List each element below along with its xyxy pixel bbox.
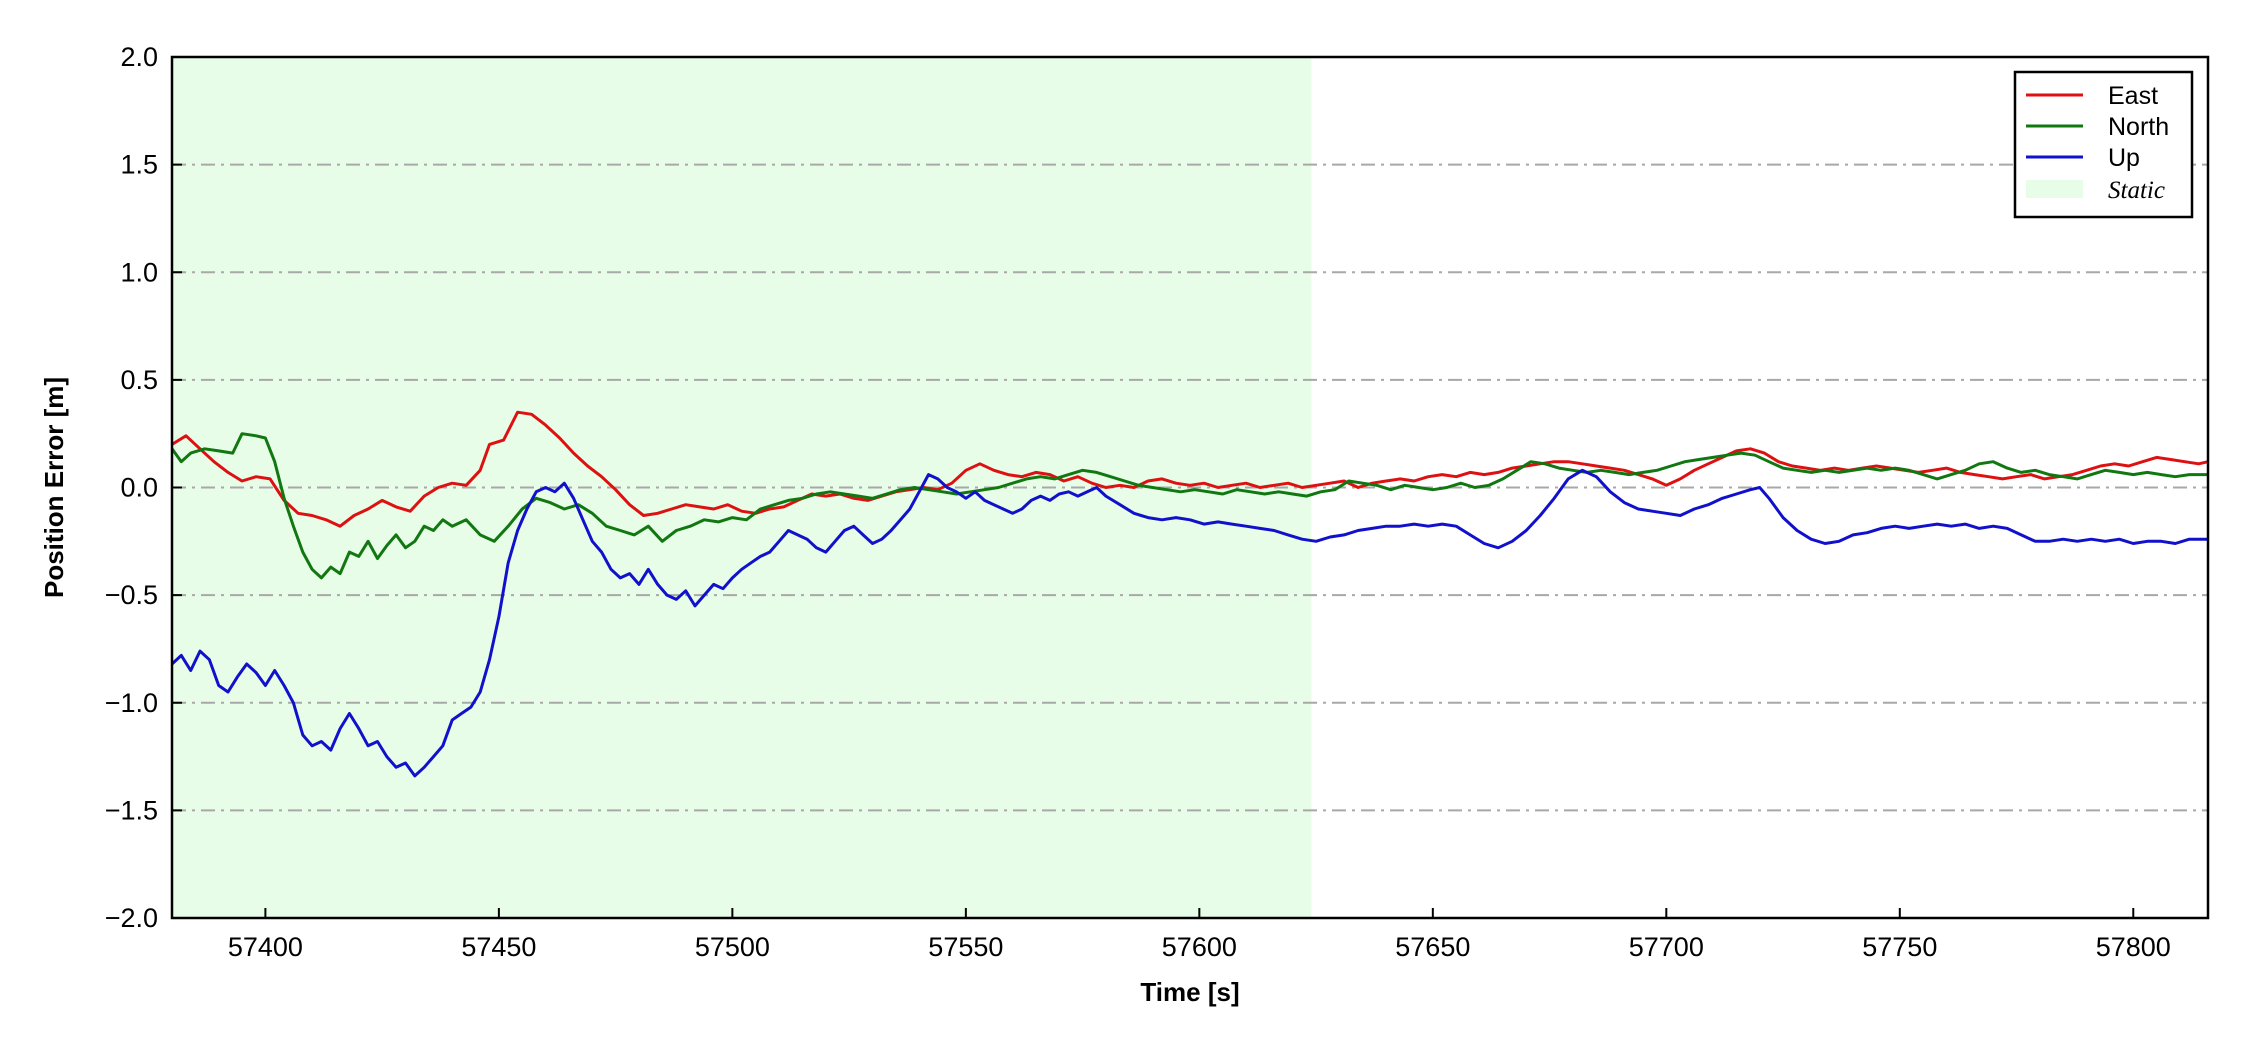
grid-layer xyxy=(172,163,2208,812)
y-tick-label-7: 1.5 xyxy=(120,150,158,180)
legend-label-static: Static xyxy=(2108,177,2165,204)
y-axis-title: Position Error [m] xyxy=(39,377,69,598)
x-tick-label-0: 57400 xyxy=(228,932,303,962)
legend-label-east: East xyxy=(2108,82,2158,110)
y-tick-label-4: 0.0 xyxy=(120,473,158,503)
series-line-east xyxy=(171,410,2209,528)
y-tick-label-6: 1.0 xyxy=(120,257,158,287)
series-line-up xyxy=(170,468,2208,778)
x-tick-label-6: 57700 xyxy=(1629,932,1704,962)
legend-label-north: North xyxy=(2108,113,2169,141)
series-line-north xyxy=(170,432,2208,580)
y-tick-label-3: −0.5 xyxy=(105,580,158,610)
x-tick-label-1: 57450 xyxy=(461,932,536,962)
y-tick-label-1: −1.5 xyxy=(105,795,158,825)
y-tick-label-5: 0.5 xyxy=(120,365,158,395)
x-tick-label-3: 57550 xyxy=(928,932,1003,962)
x-axis-title: Time [s] xyxy=(1140,977,1239,1007)
legend: East North Up Static xyxy=(2013,70,2194,219)
legend-label-up: Up xyxy=(2108,144,2140,172)
y-tick-label-0: −2.0 xyxy=(105,903,158,933)
tick-layer xyxy=(172,56,2135,919)
x-tick-label-5: 57650 xyxy=(1395,932,1470,962)
tick-label-layer: 57400 57450 57500 57550 57600 57650 57700 57750… xyxy=(105,42,2171,962)
legend-swatch-static xyxy=(2026,180,2083,198)
x-tick-label-4: 57600 xyxy=(1162,932,1237,962)
y-tick-label-8: 2.0 xyxy=(120,42,158,72)
x-tick-label-2: 57500 xyxy=(695,932,770,962)
x-tick-label-8: 57800 xyxy=(2096,932,2171,962)
series-layer xyxy=(170,410,2209,778)
x-tick-label-7: 57750 xyxy=(1862,932,1937,962)
y-tick-label-2: −1.0 xyxy=(105,688,158,718)
